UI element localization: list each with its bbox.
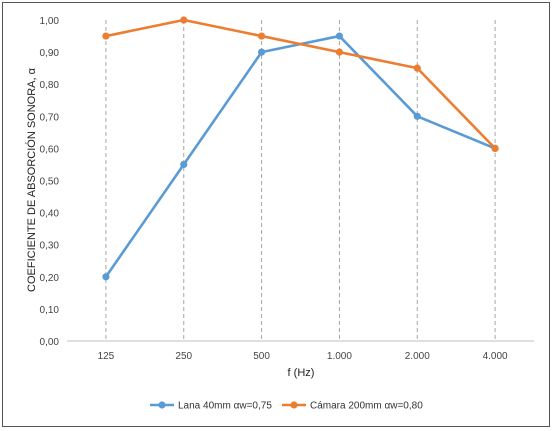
- x-tick-label: 125: [98, 351, 115, 362]
- y-axis-title: COEFICIENTE DE ABSORCIÓN SONORA, α: [25, 67, 38, 292]
- data-point: [180, 160, 188, 169]
- data-point: [102, 273, 110, 281]
- series-line-1: [104, 34, 496, 278]
- y-tick-label: 0,90: [40, 48, 60, 59]
- data-point: [102, 32, 110, 40]
- data-point: [335, 48, 344, 56]
- legend-swatch-marker: [290, 401, 298, 409]
- y-tick-labels: 0,00 0,10 0,20 0,30 0,40 0,50 0,60 0,70 0,80 0,90…: [40, 16, 60, 348]
- y-tick-label: 0,60: [40, 144, 60, 155]
- x-axis-title: f (Hz): [288, 367, 315, 379]
- legend-swatch-marker: [158, 401, 166, 409]
- data-point: [491, 144, 499, 152]
- series-line-2: [105, 18, 497, 150]
- x-tick-labels: 125 250 500 1.000 2.000 4.000: [98, 351, 508, 362]
- y-tick-label: 0,10: [40, 305, 60, 316]
- y-tick-label: 0,20: [40, 273, 60, 284]
- y-tick-label: 0,30: [40, 241, 60, 252]
- data-point: [257, 32, 266, 40]
- y-tick-label: 0,70: [40, 112, 60, 123]
- y-tick-label: 1,00: [40, 16, 60, 27]
- legend-label: Lana 40mm αw=0,75: [178, 401, 272, 412]
- chart-frame: [2, 2, 550, 427]
- y-tick-label: 0,00: [40, 337, 60, 348]
- legend-label: Cámara 200mm αw=0,80: [310, 401, 423, 412]
- series-lines: [102, 16, 499, 281]
- x-tick-label: 4.000: [483, 351, 508, 362]
- y-tick-label: 0,40: [40, 209, 60, 220]
- y-tick-label: 0,80: [40, 80, 60, 91]
- x-tick-label: 1.000: [327, 351, 352, 362]
- x-tick-label: 2.000: [405, 351, 430, 362]
- x-tick-label: 250: [175, 351, 192, 362]
- gridlines: [67, 20, 534, 342]
- data-point: [180, 16, 188, 24]
- data-point: [413, 112, 421, 120]
- data-point: [413, 64, 421, 72]
- data-point: [335, 32, 344, 40]
- x-tick-label: 500: [253, 351, 270, 362]
- y-tick-label: 0,50: [40, 177, 60, 188]
- data-point: [257, 48, 266, 56]
- legend: Lana 40mm αw=0,75 Cámara 200mm αw=0,80: [150, 401, 423, 412]
